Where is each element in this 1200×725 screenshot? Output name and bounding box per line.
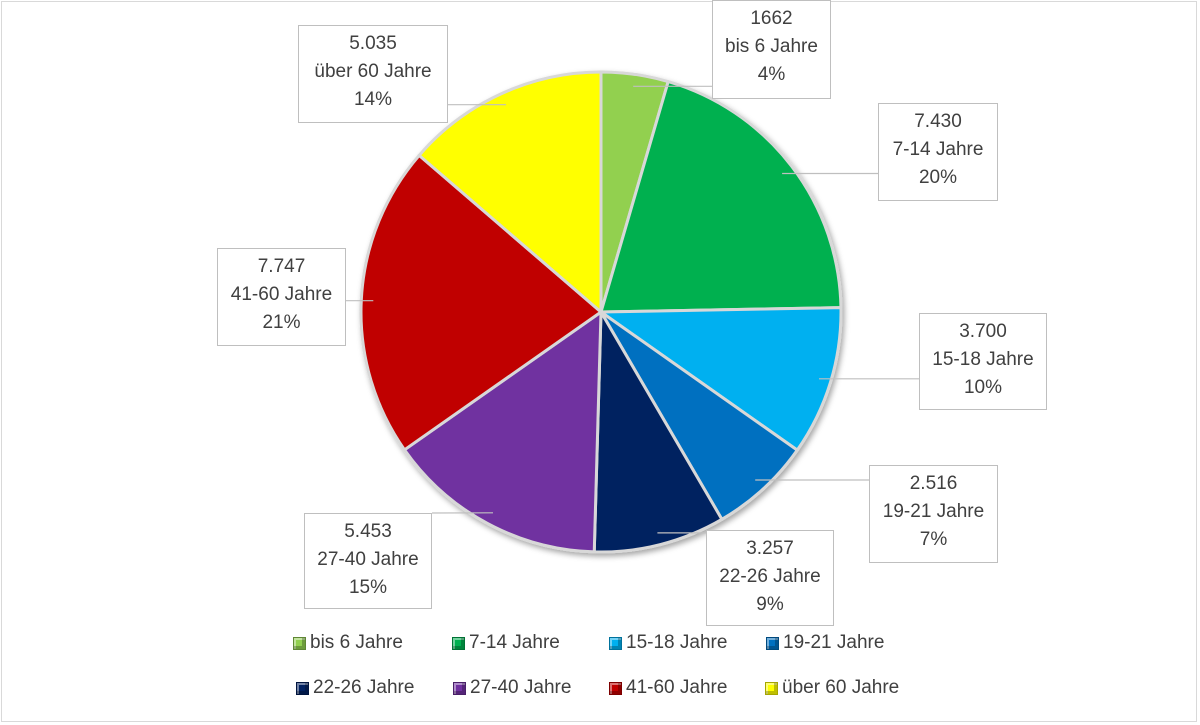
data-label-percent: 20% [918,167,958,188]
data-label-percent: 10% [963,377,1003,398]
legend-label: 19-21 Jahre [783,632,885,653]
pie-slice-15-18-jahre [599,306,843,452]
legend-item-ueber-60-jahre: über 60 Jahre [765,677,899,699]
legend-swatch [609,681,622,695]
pie-slice-7-14-jahre [599,80,843,314]
pie-slice-27-40-jahre [403,310,603,554]
data-label-value: 2.516 [909,473,958,494]
data-label-bis-6-jahre: 1662 bis 6 Jahre 4% [712,0,831,99]
pie-slice-41-60-jahre [359,153,603,452]
data-label-value: 5.035 [349,33,397,54]
data-label-19-21-jahre: 2.516 19-21 Jahre 7% [869,465,998,563]
data-label-value: 3.257 [746,538,794,559]
pie-slices [359,70,843,554]
legend-item-19-21-jahre: 19-21 Jahre [766,632,884,654]
data-label-value: 1662 [750,8,793,29]
leader-lines [346,85,919,534]
legend-item-27-40-jahre: 27-40 Jahre [453,677,571,699]
data-label-percent: 4% [757,64,786,85]
data-label-22-26-jahre: 3.257 22-26 Jahre 9% [706,530,834,626]
legend-label: 22-26 Jahre [313,677,415,698]
legend-swatch [765,681,778,695]
data-label-value: 7.430 [914,111,962,132]
data-label-category: 22-26 Jahre [719,566,821,587]
legend-label: bis 6 Jahre [310,632,403,653]
data-label-percent: 9% [756,594,784,615]
data-label-category: 7-14 Jahre [892,139,984,160]
legend-item-15-18-jahre: 15-18 Jahre [609,632,727,654]
data-label-category: 41-60 Jahre [230,284,333,305]
legend-swatch [609,636,622,650]
pie-slice--ber-60-jahre [417,70,603,314]
data-label-percent: 15% [348,577,388,598]
data-label-value: 3.700 [959,321,1007,342]
data-label-percent: 21% [262,312,301,333]
legend-swatch [293,636,306,650]
data-label-category: über 60 Jahre [314,61,432,82]
data-label-category: 27-40 Jahre [317,549,419,570]
legend-swatch [453,681,466,695]
legend-swatch [296,681,309,695]
legend-item-41-60-jahre: 41-60 Jahre [609,677,727,699]
pie-slice-22-26-jahre [592,310,724,554]
data-label-15-18-jahre: 3.700 15-18 Jahre 10% [919,313,1047,410]
data-label-value: 5.453 [344,521,392,542]
data-label-percent: 7% [919,529,948,550]
legend-item-22-26-jahre: 22-26 Jahre [296,677,414,699]
data-label-category: 15-18 Jahre [932,349,1034,370]
data-label-ueber-60-jahre: 5.035 über 60 Jahre 14% [298,25,448,123]
legend-label: 7-14 Jahre [469,632,560,653]
data-label-category: bis 6 Jahre [725,36,818,57]
legend-label: 15-18 Jahre [626,632,728,653]
data-label-category: 19-21 Jahre [882,501,985,522]
legend-label: 27-40 Jahre [470,677,572,698]
legend-label: über 60 Jahre [782,677,900,698]
legend-label: 41-60 Jahre [626,677,728,698]
legend-item-bis-6-jahre: bis 6 Jahre [293,632,403,654]
legend-swatch [766,636,779,650]
data-label-27-40-jahre: 5.453 27-40 Jahre 15% [304,513,432,609]
data-label-percent: 14% [353,89,393,110]
data-label-41-60-jahre: 7.747 41-60 Jahre 21% [217,248,346,346]
legend-item-7-14-jahre: 7-14 Jahre [452,632,560,654]
data-label-value: 7.747 [257,256,306,277]
data-label-7-14-jahre: 7.430 7-14 Jahre 20% [878,103,998,201]
legend-swatch [452,636,465,650]
